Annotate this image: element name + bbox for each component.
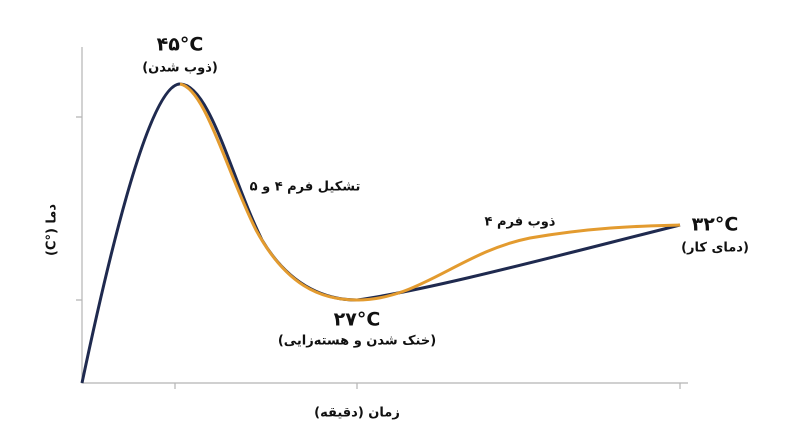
x-ticks	[174, 383, 681, 389]
x-axis-label: زمان (دقیقه)	[314, 406, 400, 421]
rise-label: ذوب فرم ۴	[485, 215, 556, 230]
tempering-curve	[179, 82, 681, 302]
peak-temperature: ۴۵°C	[157, 34, 204, 56]
working-caption: (دمای کار)	[681, 241, 749, 256]
working-temperature: ۳۲°C	[692, 214, 739, 236]
min-caption: (خنک شدن و هسته‌زایی)	[278, 334, 436, 349]
descent-label: تشکیل فرم ۴ و ۵	[250, 180, 361, 195]
min-temperature: ۲۷°C	[334, 309, 381, 331]
y-ticks	[76, 116, 82, 301]
y-axis-label: دما (°C)	[45, 204, 60, 256]
peak-caption: (ذوب شدن)	[142, 61, 218, 76]
